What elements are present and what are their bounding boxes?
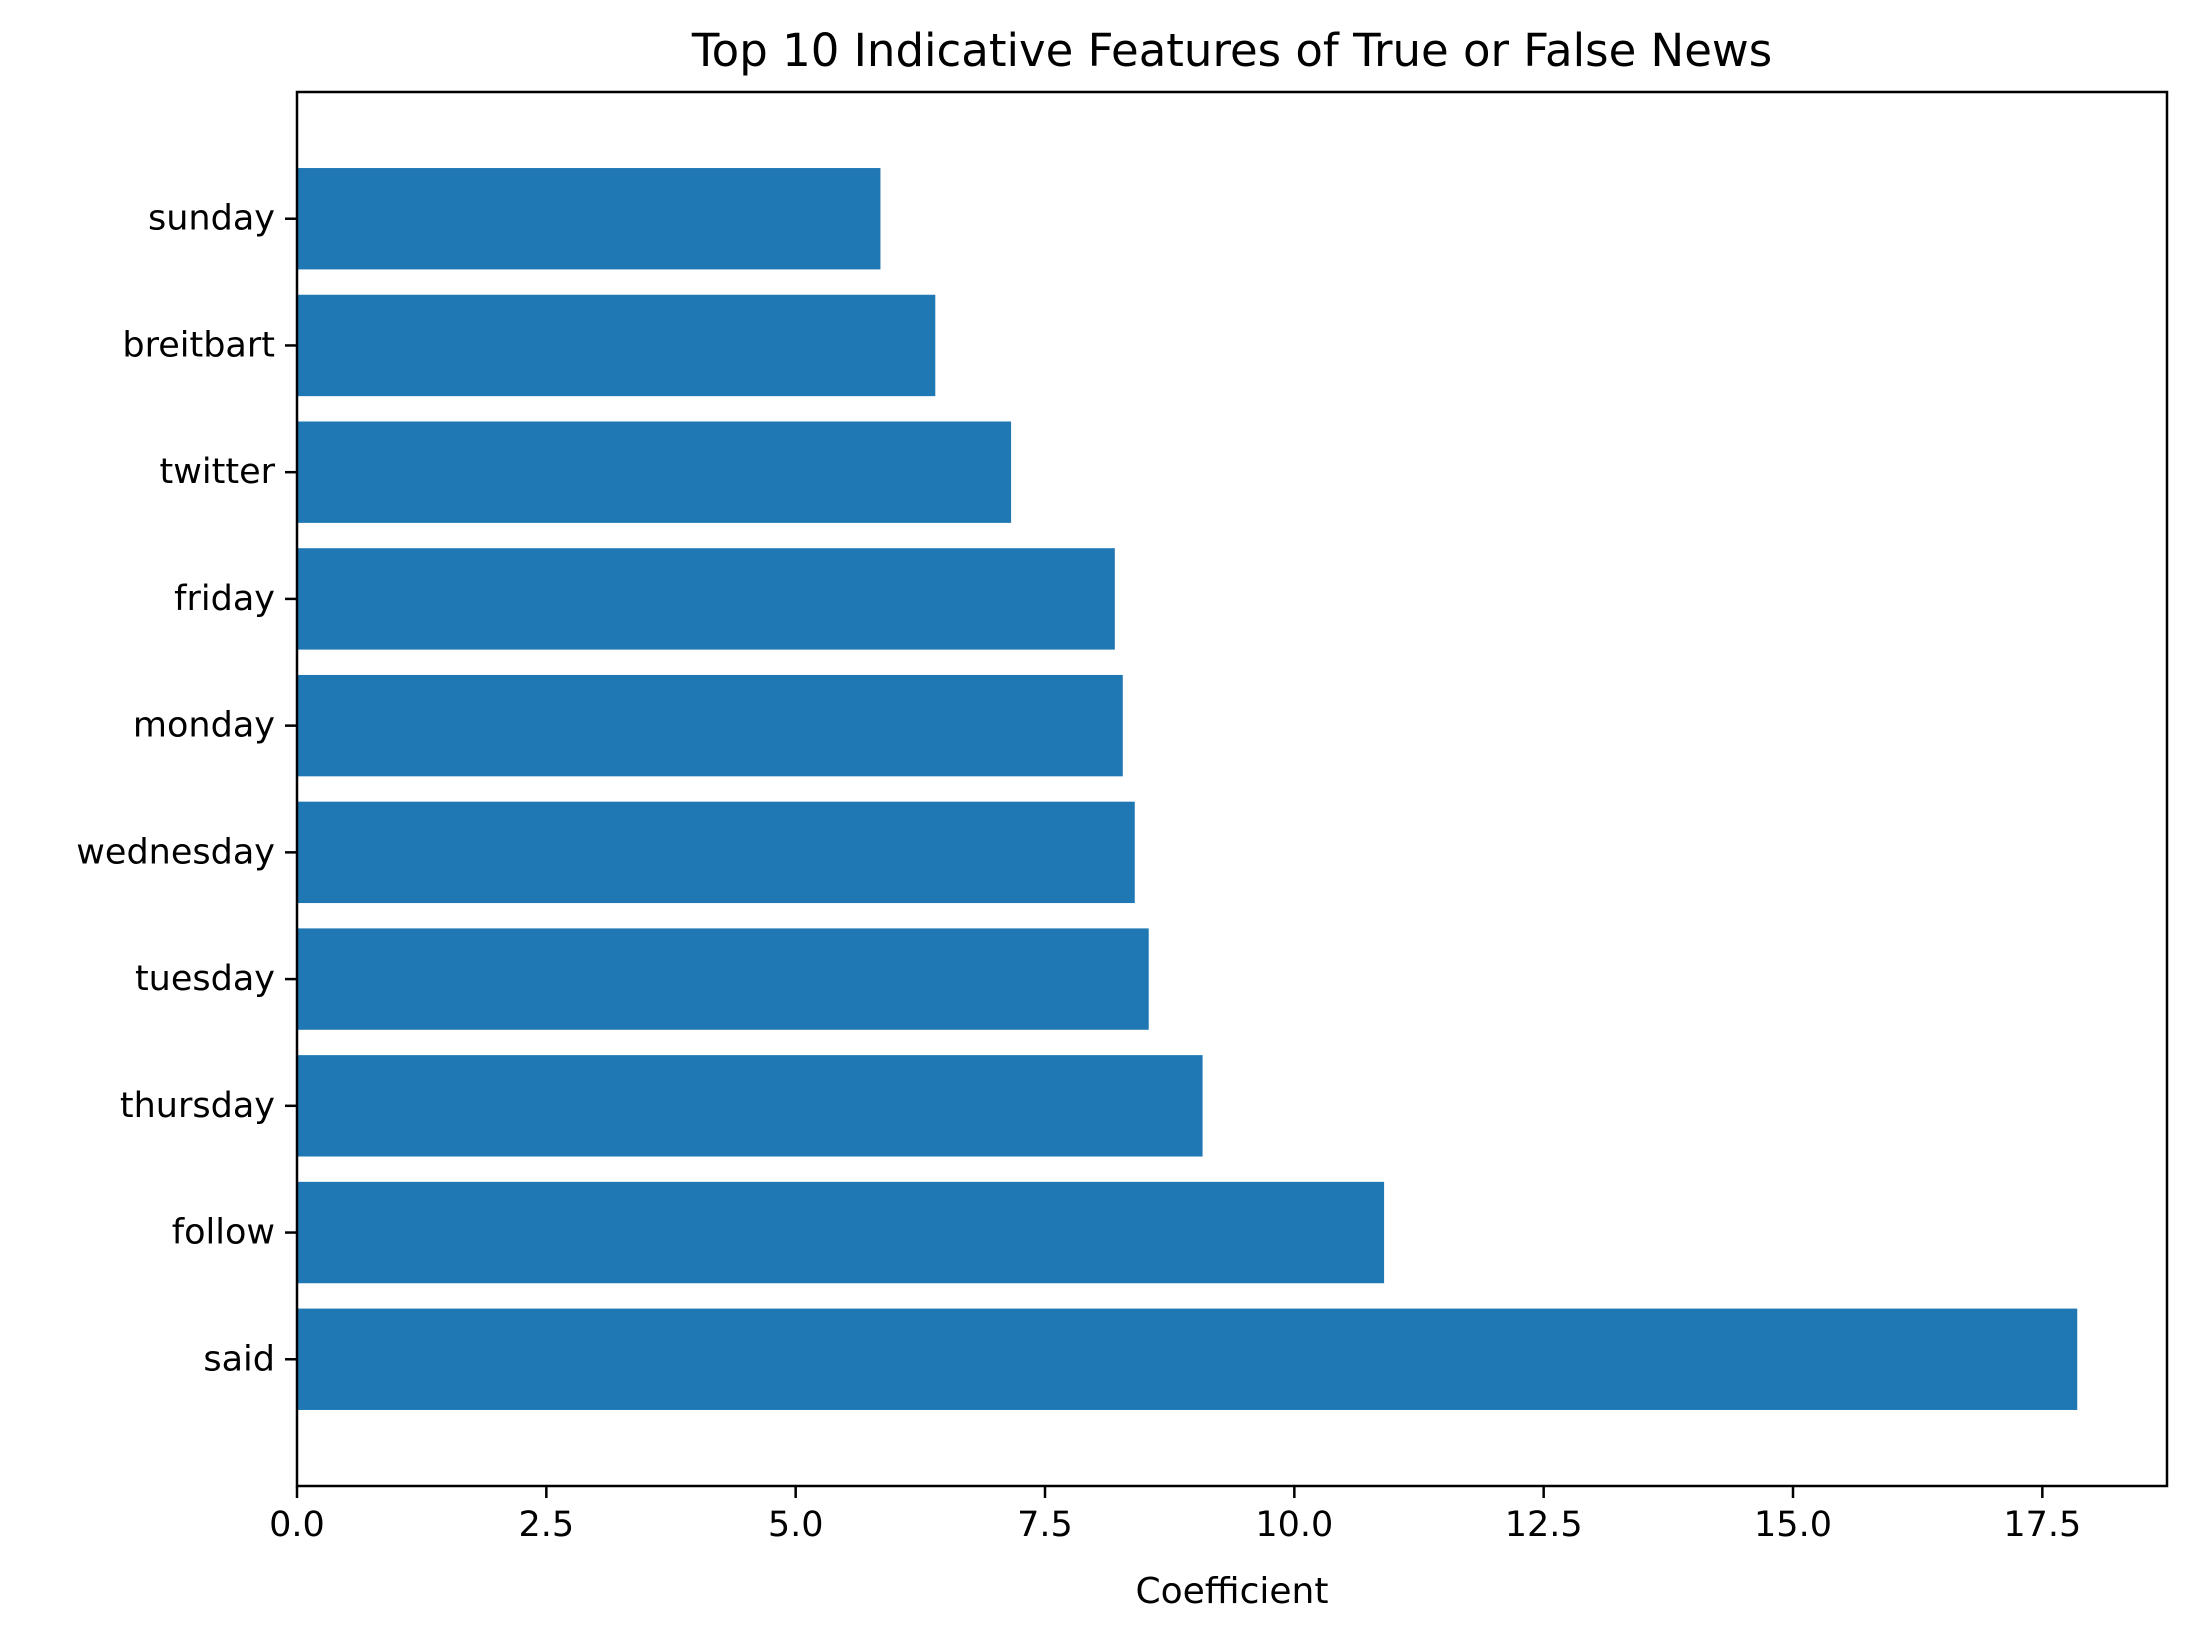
x-axis-ticks: 0.0 2.5 5.0 7.5 10.0 12.5 15.0 17.5 <box>269 1486 2081 1545</box>
x-axis-label: Coefficient <box>1136 1571 1329 1612</box>
bar-monday <box>297 674 1123 777</box>
y-tick-label: tuesday <box>135 959 275 999</box>
bar-follow <box>297 1181 1385 1284</box>
bar-sunday <box>297 168 881 270</box>
y-tick-label: friday <box>174 579 275 619</box>
x-tick-label: 12.5 <box>1505 1505 1583 1545</box>
y-axis-ticks: said follow thursday tuesday wednesday monday… <box>76 199 297 1379</box>
x-tick-label: 10.0 <box>1255 1505 1333 1545</box>
y-tick-label: follow <box>172 1213 275 1253</box>
x-tick-label: 15.0 <box>1754 1505 1832 1545</box>
plot-frame <box>295 90 2169 1488</box>
y-tick-label: twitter <box>160 452 276 492</box>
y-tick-label: said <box>203 1339 275 1379</box>
bar-said <box>297 1308 2078 1410</box>
chart-title: Top 10 Indicative Features of True or Fa… <box>691 24 1772 77</box>
bar-wednesday <box>297 801 1135 904</box>
x-tick-label: 17.5 <box>2003 1505 2081 1545</box>
y-tick-label: thursday <box>120 1086 275 1126</box>
x-tick-label: 5.0 <box>768 1505 824 1545</box>
bar-thursday <box>297 1055 1203 1157</box>
y-tick-label: sunday <box>148 199 275 239</box>
x-tick-label: 2.5 <box>518 1505 574 1545</box>
bars-group <box>297 168 2078 1410</box>
x-tick-label: 0.0 <box>269 1505 325 1545</box>
bar-friday <box>297 548 1115 650</box>
bar-tuesday <box>297 928 1149 1030</box>
x-tick-label: 7.5 <box>1017 1505 1073 1545</box>
bar-breitbart <box>297 294 936 397</box>
y-tick-label: wednesday <box>76 832 275 872</box>
y-tick-label: monday <box>133 706 275 746</box>
bar-twitter <box>297 421 1012 523</box>
y-tick-label: breitbart <box>122 325 275 365</box>
